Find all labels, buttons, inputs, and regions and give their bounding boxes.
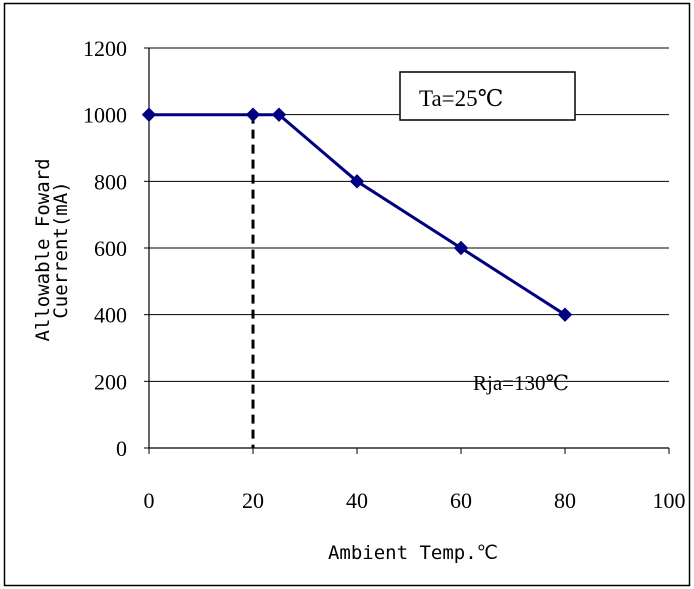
data-point: [141, 107, 157, 122]
data-point: [349, 174, 365, 189]
ta-annotation-box: [399, 71, 576, 121]
y-axis-title-line2: Cuerrent(mA): [50, 181, 72, 318]
data-point: [245, 107, 261, 122]
y-axis-ticks: 0 200 400 600 800 1000 1200: [83, 36, 149, 461]
y-tick-label: 1200: [83, 36, 127, 61]
y-tick-label: 600: [94, 236, 127, 261]
series-line: [149, 113, 566, 316]
series: [141, 107, 573, 322]
y-tick-label: 800: [94, 169, 127, 194]
x-tick-label: 0: [144, 488, 155, 513]
data-point: [557, 307, 573, 322]
ta-annotation: Ta=25℃: [399, 71, 576, 121]
rja-annotation: Rja=130℃: [473, 371, 569, 395]
ta-annotation-text: Ta=25℃: [419, 86, 503, 111]
x-tick-label: 60: [450, 488, 472, 513]
x-tick-label: 80: [554, 488, 576, 513]
y-axis-title: Allowable Foward Cuerrent(mA): [32, 158, 72, 341]
y-tick-label: 200: [94, 369, 127, 394]
y-tick-label: 0: [116, 436, 127, 461]
data-point: [271, 107, 287, 122]
data-point: [453, 240, 469, 256]
x-tick-label: 40: [346, 488, 368, 513]
x-axis-title: Ambient Temp.℃: [328, 542, 498, 564]
y-tick-label: 400: [94, 303, 127, 328]
x-tick-label: 20: [242, 488, 264, 513]
y-axis-title-line1: Allowable Foward: [32, 158, 54, 341]
y-tick-label: 1000: [83, 103, 127, 128]
x-axis-ticks: 0 20 40 60 80 100: [144, 448, 686, 513]
x-tick-label: 100: [653, 488, 686, 513]
